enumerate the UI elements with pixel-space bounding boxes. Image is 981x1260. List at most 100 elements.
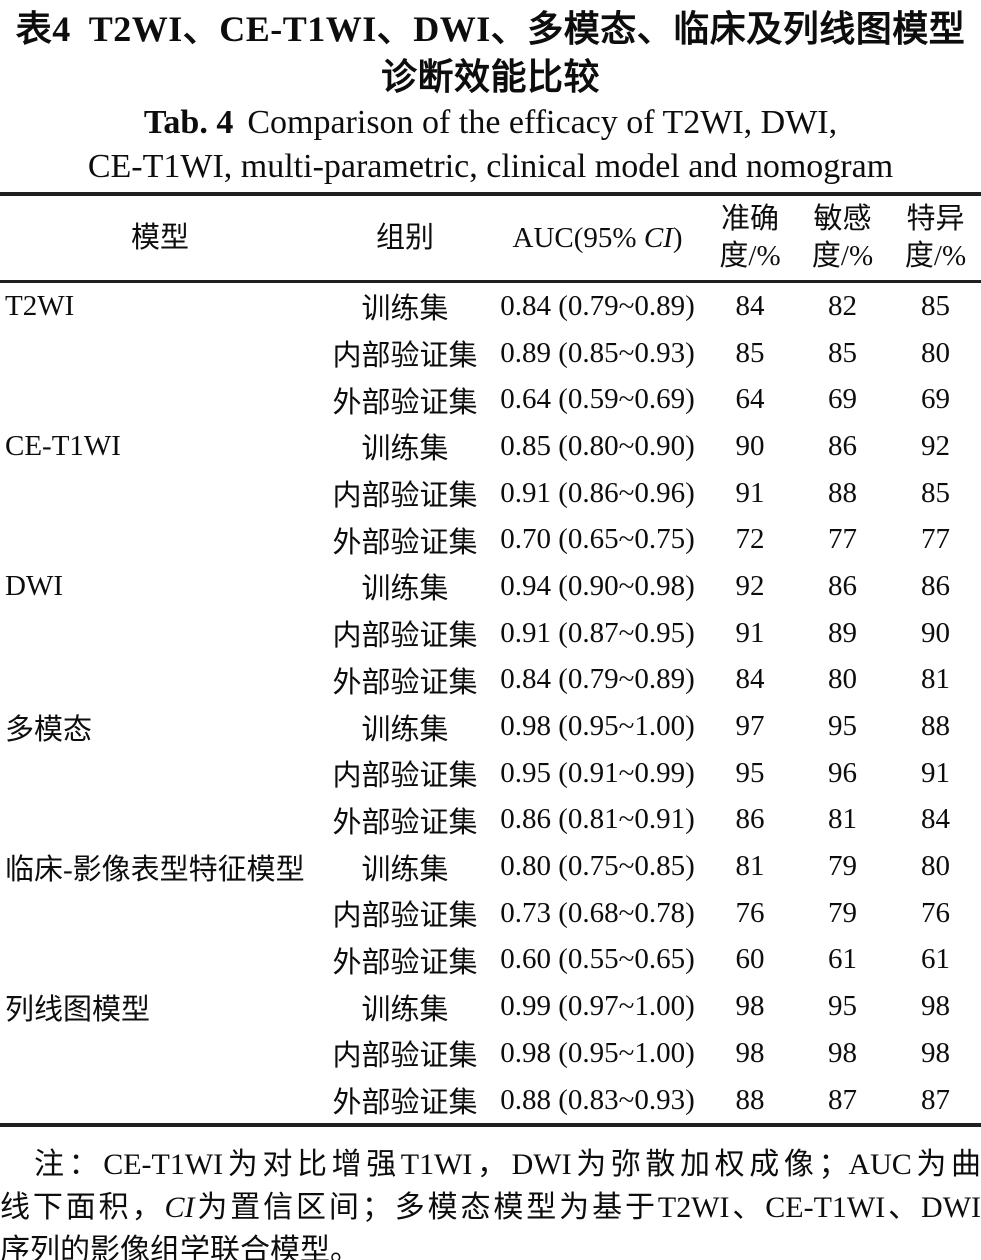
cell-sensitivity: 86 [828,569,857,602]
header-auc: AUC(95% CI) [490,194,705,282]
cell-group: 内部验证集 [332,760,478,793]
table-row: 内部验证集 0.91 (0.86~0.96) 91 88 85 [0,470,981,517]
cell-auc: 0.84 (0.79~0.89) [500,289,695,322]
cell-specificity: 80 [921,850,950,883]
cell-sensitivity: 77 [828,523,857,556]
cell-group: 训练集 [361,293,449,326]
cell-sensitivity: 87 [828,1083,857,1116]
footnote-line2-post: 为置信区间；多模态模型为基于T2WI、CE-T1WI、DWI [194,1191,981,1225]
cell-group: 训练集 [361,993,449,1026]
cell-specificity: 69 [921,383,950,416]
table-title-zh-line2: 诊断效能比较 [380,57,600,97]
header-sensitivity-line1: 敏感 [813,203,872,235]
cell-group: 外部验证集 [332,1087,478,1120]
table-footnote: 注：CE-T1WI为对比增强T1WI，DWI为弥散加权成像；AUC为曲 线下面积… [0,1143,981,1260]
cell-accuracy: 64 [735,383,765,416]
table-row: 临床-影像表型特征模型 训练集 0.80 (0.75~0.85) 81 79 8… [0,843,981,890]
cell-accuracy: 60 [735,943,765,976]
cell-specificity: 61 [921,943,950,976]
header-specificity-line2: 度/% [904,240,967,272]
cell-group: 外部验证集 [332,946,478,979]
cell-model [0,937,320,984]
cell-sensitivity: 82 [828,289,857,322]
table-row: 内部验证集 0.89 (0.85~0.93) 85 85 80 [0,330,981,377]
cell-accuracy: 98 [735,990,765,1023]
footnote-line1: 注：CE-T1WI为对比增强T1WI，DWI为弥散加权成像；AUC为曲 [0,1143,981,1186]
cell-model: T2WI [5,289,75,322]
cell-accuracy: 76 [735,896,765,929]
table-number-en: Tab. 4 [143,104,234,141]
table-title-en-text: Comparison of the efficacy of T2WI, DWI, [247,104,838,141]
cell-accuracy: 91 [735,616,765,649]
cell-sensitivity: 95 [828,990,857,1023]
table-row: 外部验证集 0.64 (0.59~0.69) 64 69 69 [0,376,981,423]
table-row: 外部验证集 0.88 (0.83~0.93) 88 87 87 [0,1077,981,1126]
cell-sensitivity: 69 [828,383,857,416]
table-row: 内部验证集 0.98 (0.95~1.00) 98 98 98 [0,1030,981,1077]
table-title-en: Tab. 4 Comparison of the efficacy of T2WI… [0,101,981,189]
cell-accuracy: 85 [735,336,765,369]
cell-sensitivity: 79 [828,850,857,883]
cell-accuracy: 90 [735,429,765,462]
header-auc-suffix: ) [672,221,683,254]
table-number-zh: 表4 [15,9,71,49]
cell-accuracy: 97 [735,710,765,743]
cell-model: 临床-影像表型特征模型 [5,853,305,886]
cell-auc: 0.80 (0.75~0.85) [500,850,695,883]
header-sensitivity: 敏感 度/% [795,194,890,282]
cell-group: 内部验证集 [332,1040,478,1073]
table-title-zh-text: T2WI、CE-T1WI、DWI、多模态、临床及列线图模型 [88,9,966,49]
cell-accuracy: 98 [735,1036,765,1069]
cell-model [0,470,320,517]
cell-model: 多模态 [5,713,93,746]
cell-model [0,610,320,657]
cell-auc: 0.99 (0.97~1.00) [500,990,695,1023]
table-body: T2WI 训练集 0.84 (0.79~0.89) 84 82 85 内部验证集… [0,282,981,1126]
cell-sensitivity: 86 [828,429,857,462]
cell-group: 训练集 [361,433,449,466]
cell-sensitivity: 95 [828,710,857,743]
cell-group: 训练集 [361,853,449,886]
cell-specificity: 98 [921,1036,950,1069]
cell-sensitivity: 80 [828,663,857,696]
cell-model [0,657,320,704]
cell-sensitivity: 61 [828,943,857,976]
cell-model [0,330,320,377]
results-table: 模型 组别 AUC(95% CI) 准确 度/% 敏感 度/% 特异 度/% T2WI… [0,192,981,1128]
cell-auc: 0.89 (0.85~0.93) [500,336,695,369]
header-specificity: 特异 度/% [890,194,981,282]
cell-specificity: 87 [921,1083,950,1116]
cell-auc: 0.98 (0.95~1.00) [500,710,695,743]
cell-model: CE-T1WI [5,429,121,462]
cell-model [0,1030,320,1077]
cell-specificity: 98 [921,990,950,1023]
cell-sensitivity: 81 [828,803,857,836]
cell-specificity: 84 [921,803,950,836]
cell-auc: 0.85 (0.80~0.90) [500,429,695,462]
cell-auc: 0.91 (0.86~0.96) [500,476,695,509]
cell-accuracy: 92 [735,569,765,602]
cell-model [0,797,320,844]
cell-specificity: 80 [921,336,950,369]
cell-specificity: 81 [921,663,950,696]
cell-group: 训练集 [361,713,449,746]
footnote-line1-text: 注：CE-T1WI为对比增强T1WI，DWI为弥散加权成像；AUC为曲 [34,1148,981,1182]
cell-specificity: 86 [921,569,950,602]
header-accuracy-line2: 度/% [719,240,781,272]
cell-sensitivity: 88 [828,476,857,509]
cell-auc: 0.94 (0.90~0.98) [500,569,695,602]
cell-specificity: 76 [921,896,950,929]
table-row: T2WI 训练集 0.84 (0.79~0.89) 84 82 85 [0,282,981,330]
header-row: 模型 组别 AUC(95% CI) 准确 度/% 敏感 度/% 特异 度/% [0,194,981,282]
cell-model [0,516,320,563]
header-auc-prefix: AUC(95% [512,221,644,254]
footnote-line2-pre: 线下面积， [0,1191,165,1225]
cell-group: 外部验证集 [332,666,478,699]
cell-sensitivity: 79 [828,896,857,929]
cell-model [0,750,320,797]
cell-accuracy: 91 [735,476,765,509]
cell-specificity: 91 [921,756,950,789]
cell-model: DWI [5,569,63,602]
table-title-en-line1: Tab. 4 Comparison of the efficacy of T2WI… [0,101,981,145]
